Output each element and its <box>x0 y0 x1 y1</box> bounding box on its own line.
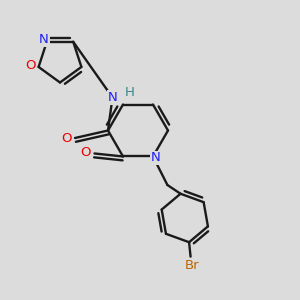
Text: O: O <box>25 59 35 72</box>
Text: N: N <box>39 33 49 46</box>
Text: Br: Br <box>185 259 200 272</box>
Text: O: O <box>80 146 91 159</box>
Text: N: N <box>151 152 160 164</box>
Text: O: O <box>61 131 71 145</box>
Text: H: H <box>125 86 135 100</box>
Text: N: N <box>108 91 117 104</box>
